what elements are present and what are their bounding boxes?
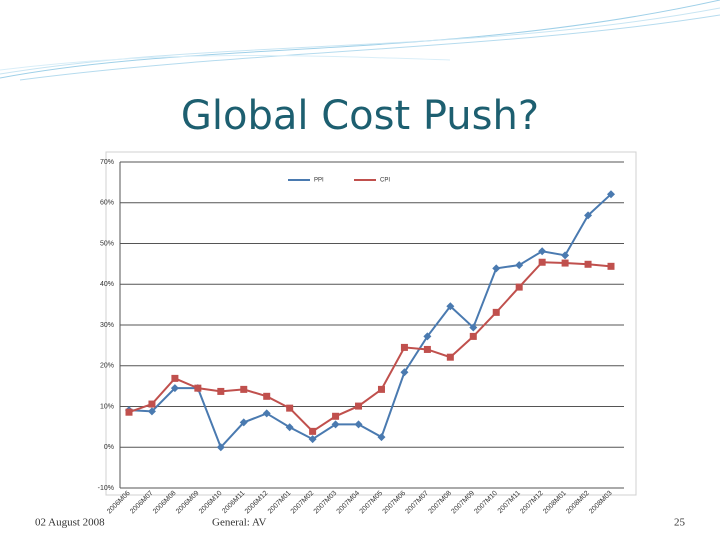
y-tick-label: 70% xyxy=(100,159,114,166)
marker xyxy=(263,392,271,400)
y-tick-label: 30% xyxy=(100,322,114,329)
marker xyxy=(148,400,156,408)
footer-date: 02 August 2008 xyxy=(35,517,105,529)
marker xyxy=(332,412,340,420)
y-tick-label: 40% xyxy=(100,281,114,288)
marker xyxy=(492,308,500,316)
marker xyxy=(194,384,202,392)
marker xyxy=(423,332,432,341)
marker xyxy=(400,343,408,351)
marker xyxy=(607,262,615,270)
marker xyxy=(492,264,501,273)
marker xyxy=(308,435,317,444)
marker xyxy=(171,374,179,382)
y-tick-label: 20% xyxy=(100,363,114,370)
marker xyxy=(285,423,294,432)
y-tick-label: 50% xyxy=(100,240,114,247)
marker xyxy=(125,408,133,416)
y-tick-label: 60% xyxy=(100,200,114,207)
slide-title: Global Cost Push? xyxy=(181,93,539,139)
marker xyxy=(561,259,569,267)
marker xyxy=(515,283,523,291)
legend-label: CPI xyxy=(380,178,390,184)
decoration xyxy=(0,0,720,81)
series-line xyxy=(128,261,612,433)
y-tick-label: 0% xyxy=(104,444,114,451)
footer-classification: General: AV xyxy=(212,517,267,529)
marker xyxy=(584,260,592,268)
marker xyxy=(216,443,225,452)
marker xyxy=(400,368,409,377)
marker xyxy=(309,427,317,435)
marker xyxy=(377,385,385,393)
marker xyxy=(515,261,524,270)
marker xyxy=(446,302,455,311)
chart-frame xyxy=(105,151,637,496)
marker xyxy=(331,420,340,429)
marker xyxy=(217,387,225,395)
marker xyxy=(561,251,570,260)
marker xyxy=(354,420,363,429)
marker xyxy=(170,384,179,393)
marker xyxy=(446,353,454,361)
y-tick-label: 10% xyxy=(100,403,114,410)
legend-label: PPI xyxy=(314,178,324,184)
marker xyxy=(584,211,593,220)
series-line xyxy=(128,193,612,450)
marker xyxy=(355,402,363,410)
marker xyxy=(286,404,294,412)
marker xyxy=(262,409,271,418)
marker xyxy=(607,190,615,199)
y-tick-label: -10% xyxy=(98,485,114,492)
marker xyxy=(538,247,547,256)
footer-page: 25 xyxy=(674,517,686,529)
marker xyxy=(239,418,248,427)
marker xyxy=(377,433,386,442)
marker xyxy=(147,407,156,416)
marker xyxy=(469,323,478,332)
marker xyxy=(423,345,431,353)
marker xyxy=(469,332,477,340)
marker xyxy=(538,258,546,266)
marker xyxy=(240,385,248,393)
